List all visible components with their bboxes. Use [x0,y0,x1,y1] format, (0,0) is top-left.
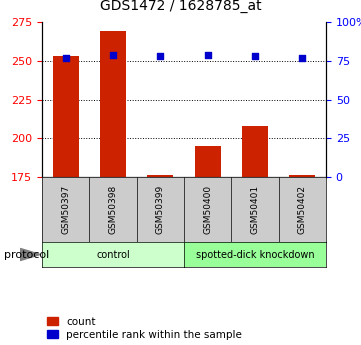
Point [63,55,69,60]
Bar [195,146,221,177]
Point [157,53,163,59]
Text: GSM50400: GSM50400 [203,185,212,234]
Text: GSM50397: GSM50397 [61,185,70,234]
Text: GSM50399: GSM50399 [156,185,165,234]
Legend: count, percentile rank within the sample: count, percentile rank within the sample [47,317,242,340]
Point [110,52,116,57]
Text: protocol: protocol [4,249,49,259]
Text: GSM50401: GSM50401 [251,185,260,234]
Bar [147,176,173,177]
Bar [289,176,316,177]
Bar [53,56,79,177]
Text: GDS1472 / 1628785_at: GDS1472 / 1628785_at [100,0,261,13]
Polygon shape [20,248,40,260]
Point [252,53,258,59]
Bar [100,31,126,177]
Text: spotted-dick knockdown: spotted-dick knockdown [196,249,314,259]
Text: GSM50402: GSM50402 [298,185,307,234]
Bar [242,126,268,177]
Text: GSM50398: GSM50398 [109,185,117,234]
Point [299,55,305,60]
Text: control: control [96,249,130,259]
Point [205,52,210,57]
